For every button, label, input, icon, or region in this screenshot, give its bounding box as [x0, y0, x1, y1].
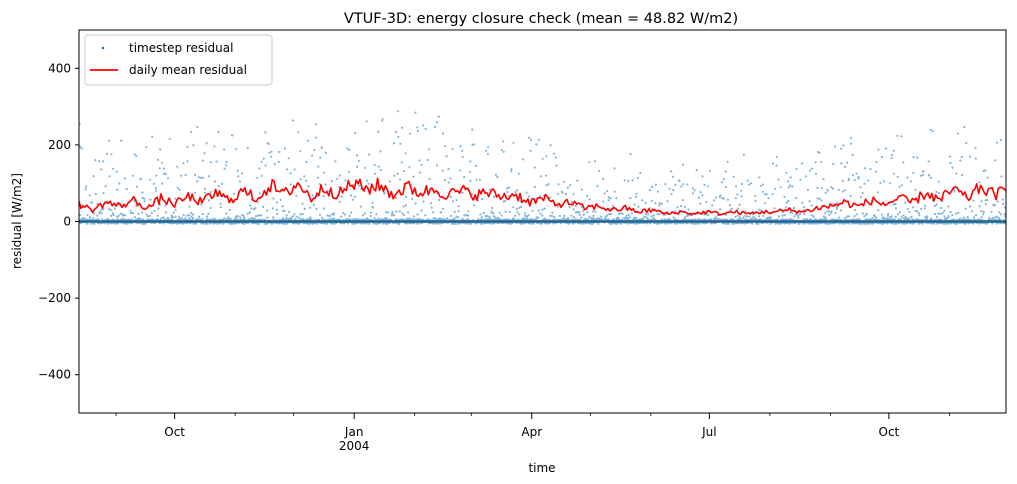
legend-box [84, 34, 273, 86]
daily-mean-residual-line-group [79, 177, 1006, 216]
x-axis-label: time [528, 461, 555, 475]
x-tick-label: Oct [164, 425, 185, 439]
y-tick-label: 0 [63, 215, 71, 229]
y-axis: −400 −200 0 200 400 [38, 61, 79, 382]
legend-marker-timestep [101, 46, 105, 50]
x-tick-label: Apr [521, 425, 542, 439]
chart-title: VTUF-3D: energy closure check (mean = 48… [344, 11, 738, 27]
daily-mean-residual-line [79, 177, 1006, 216]
legend-label-daily: daily mean residual [129, 63, 247, 77]
y-tick-label: 400 [48, 61, 71, 75]
y-axis-label: residual [W/m2] [10, 173, 24, 269]
legend: timestep residual daily mean residual [84, 34, 273, 86]
x-tick-label: Jul [701, 425, 716, 439]
legend-label-timestep: timestep residual [129, 41, 233, 55]
x-tick-sublabel: 2004 [339, 439, 370, 453]
y-tick-label: −400 [38, 368, 71, 382]
timestep-residual-points [79, 110, 1006, 225]
x-tick-label: Oct [879, 425, 900, 439]
y-tick-label: 200 [48, 138, 71, 152]
x-tick-label: Jan [344, 425, 364, 439]
y-tick-label: −200 [38, 291, 71, 305]
timestep-residual-scatter [79, 110, 1006, 225]
